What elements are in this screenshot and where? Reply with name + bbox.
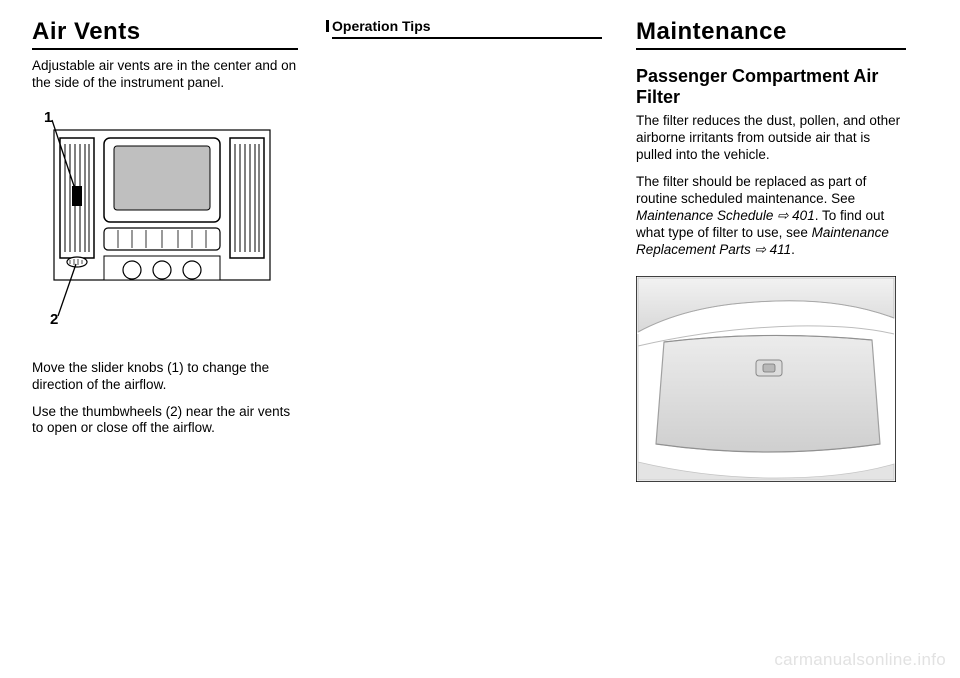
glovebox-figure — [636, 276, 896, 482]
manual-page: Air Vents Adjustable air vents are in th… — [0, 0, 960, 678]
column-3: Maintenance Passenger Compartment Air Fi… — [636, 18, 906, 638]
air-filter-subheading: Passenger Compartment Air Filter — [636, 66, 906, 107]
operation-tips-heading: Operation Tips — [332, 18, 602, 39]
page-ref-411: ⇨ 411 — [751, 242, 791, 257]
filter-replacement-text: The filter should be replaced as part of… — [636, 174, 906, 258]
air-vents-heading: Air Vents — [32, 18, 298, 50]
page-ref-401: ⇨ 401 — [773, 208, 814, 223]
p2-part-a: The filter should be replaced as part of… — [636, 174, 866, 206]
maintenance-heading: Maintenance — [636, 18, 906, 50]
callout-2-label: 2 — [50, 311, 58, 326]
p2-part-g: . — [791, 242, 795, 257]
thumbwheel-text: Use the thumbwheels (2) near the air ven… — [32, 404, 298, 438]
column-1: Air Vents Adjustable air vents are in th… — [28, 18, 298, 638]
air-vents-intro: Adjustable air vents are in the center a… — [32, 58, 298, 92]
slider-knob-text: Move the slider knobs (1) to change the … — [32, 360, 298, 394]
callout-1-label: 1 — [44, 109, 52, 126]
filter-description: The filter reduces the dust, pollen, and… — [636, 113, 906, 164]
maintenance-schedule-ref: Maintenance Schedule — [636, 208, 773, 223]
dashboard-vents-figure: 1 2 — [32, 108, 292, 326]
column-2: Operation Tips — [332, 18, 602, 638]
columns: Air Vents Adjustable air vents are in th… — [28, 18, 932, 638]
watermark-text: carmanualsonline.info — [774, 650, 946, 670]
